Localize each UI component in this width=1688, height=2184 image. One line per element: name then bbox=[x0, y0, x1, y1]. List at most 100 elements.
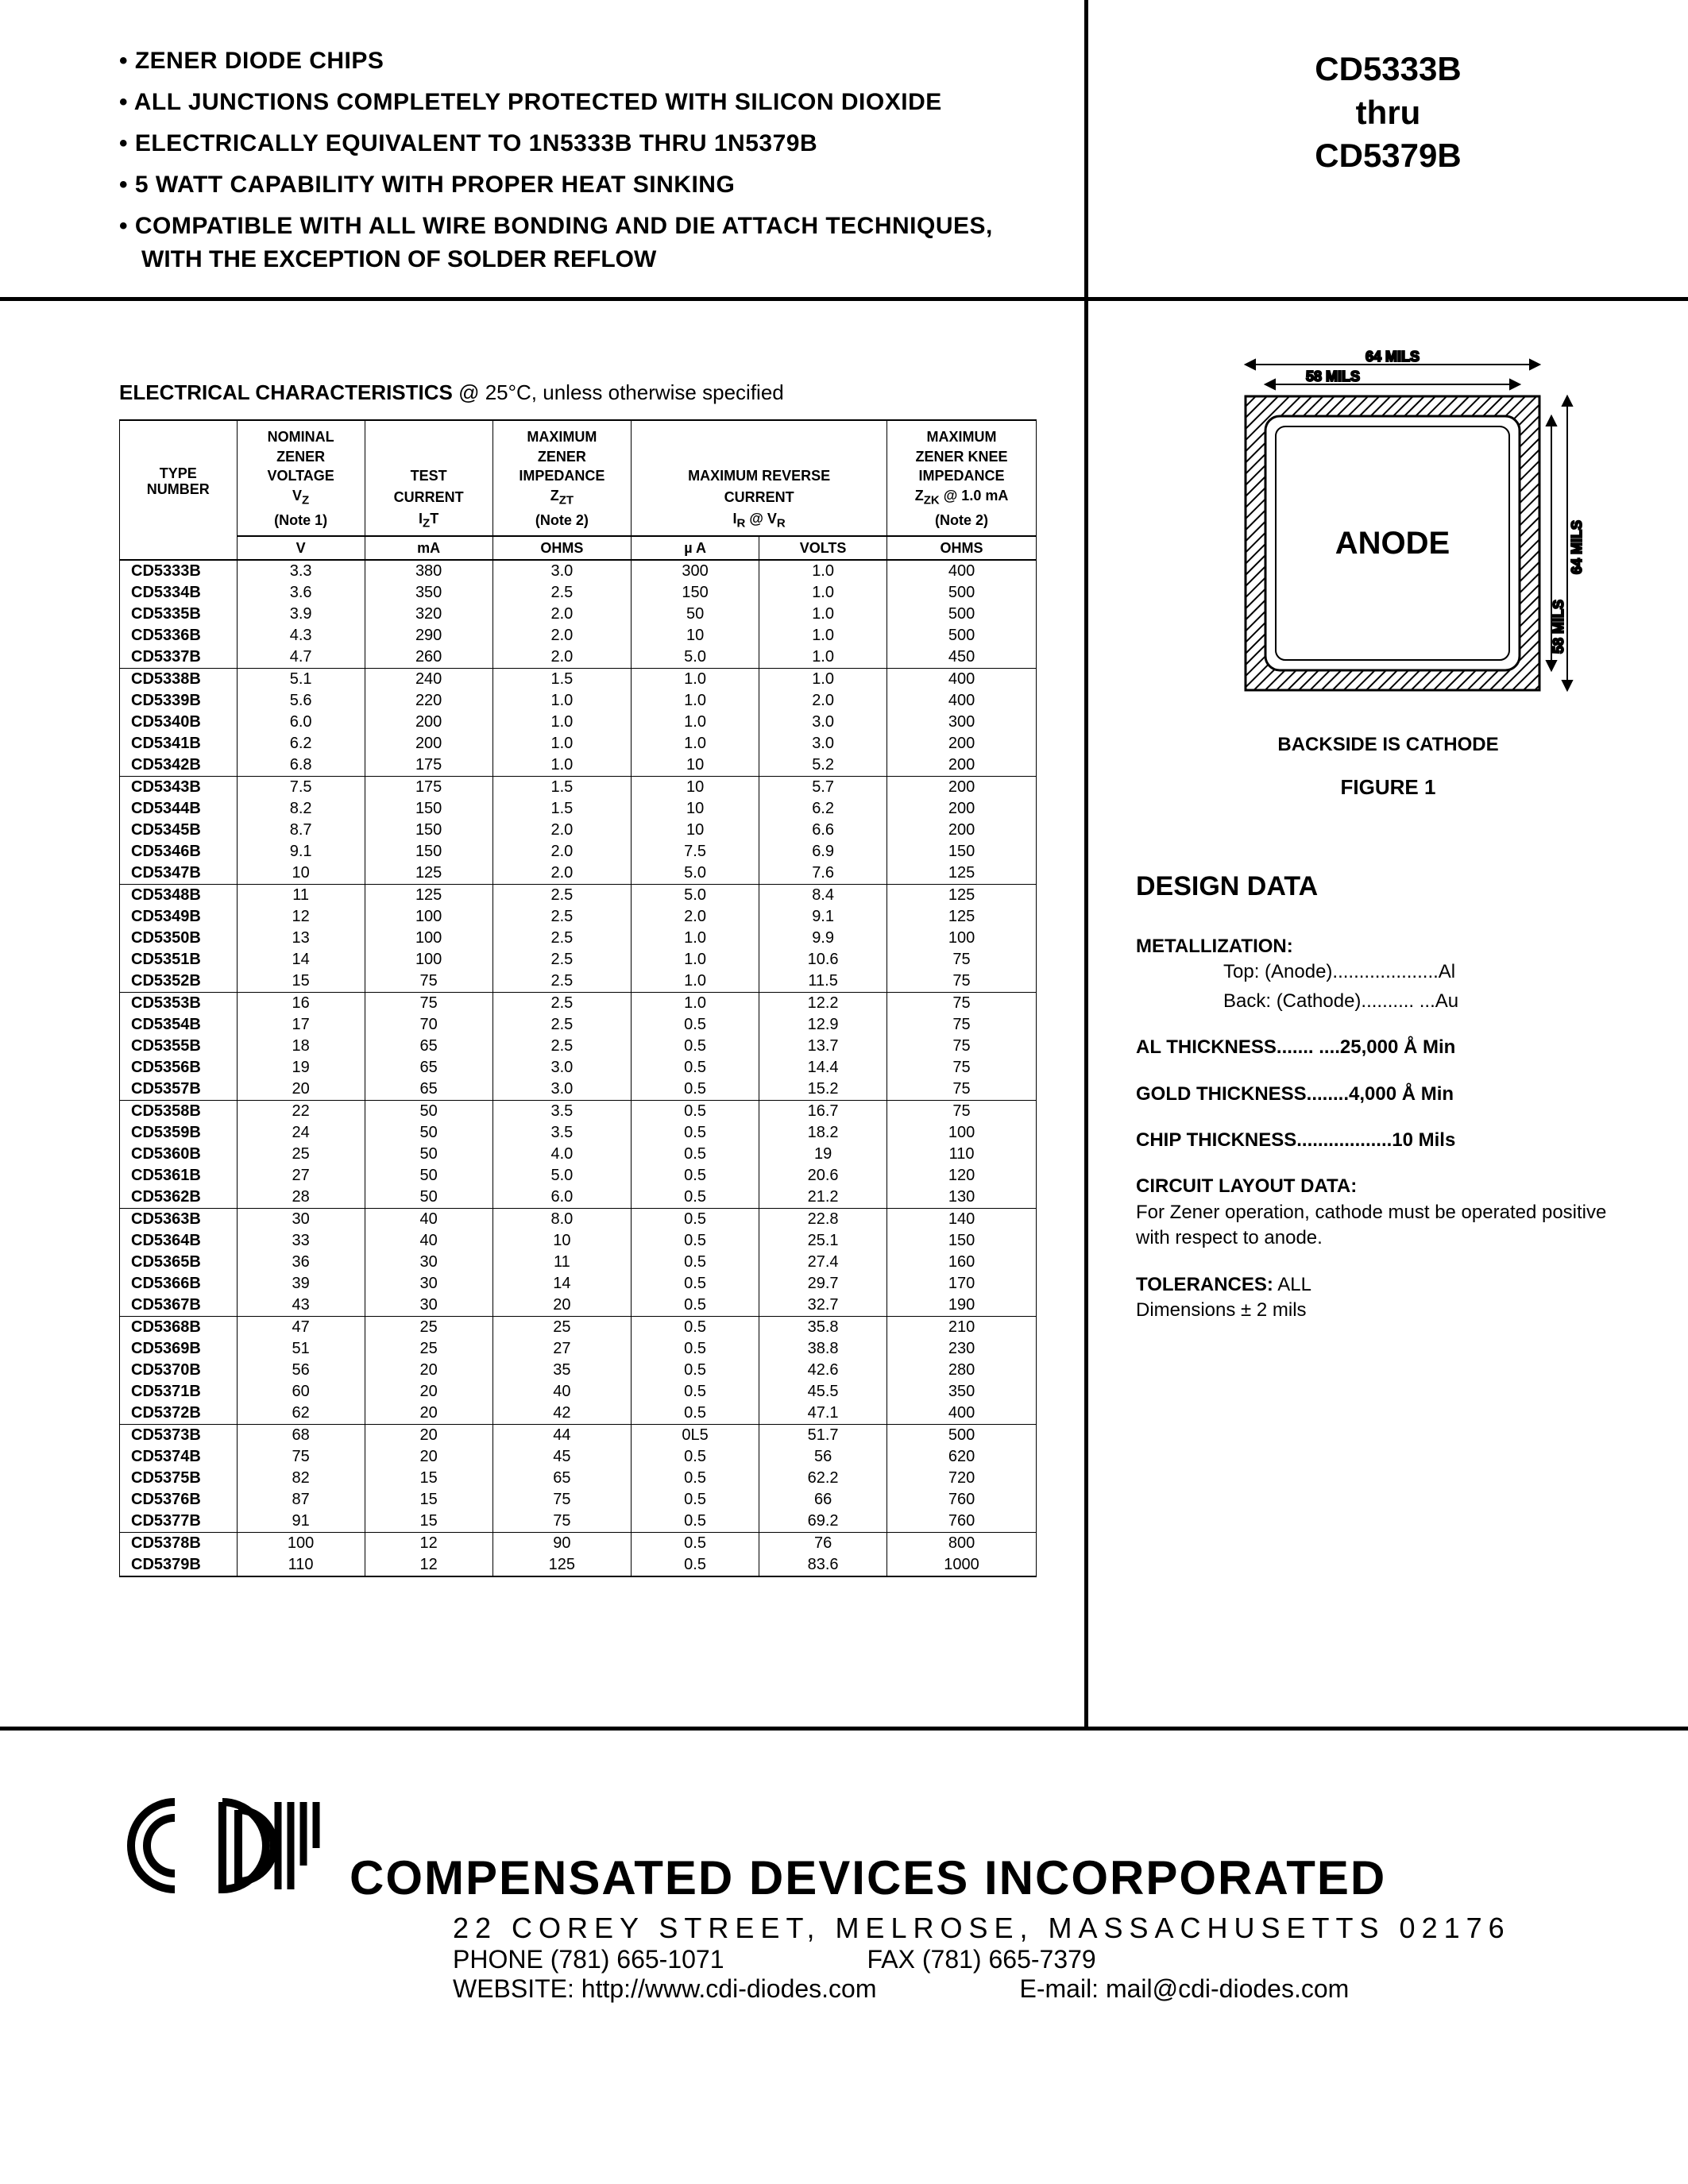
spec-value-cell: 0.5 bbox=[632, 1057, 759, 1078]
figure-number: FIGURE 1 bbox=[1136, 775, 1640, 800]
spec-value-cell: 3.9 bbox=[237, 604, 365, 625]
spec-value-cell: 3.5 bbox=[492, 1101, 631, 1123]
table-row: CD5373B6820440L551.7500 bbox=[120, 1425, 1037, 1447]
spec-value-cell: 130 bbox=[887, 1187, 1037, 1209]
spec-value-cell: 91 bbox=[237, 1511, 365, 1533]
spec-value-cell: 33 bbox=[237, 1230, 365, 1252]
part-number-cell: CD5369B bbox=[120, 1338, 238, 1360]
spec-value-cell: 30 bbox=[365, 1273, 492, 1295]
spec-value-cell: 2.5 bbox=[492, 993, 631, 1015]
spec-value-cell: 35.8 bbox=[759, 1317, 887, 1339]
spec-value-cell: 5.0 bbox=[632, 646, 759, 669]
spec-value-cell: 65 bbox=[365, 1078, 492, 1101]
spec-value-cell: 10 bbox=[632, 820, 759, 841]
dim-64-right: 64 MILS bbox=[1569, 520, 1585, 574]
spec-value-cell: 2.5 bbox=[492, 1036, 631, 1057]
spec-value-cell: 47.1 bbox=[759, 1403, 887, 1425]
spec-value-cell: 0L5 bbox=[632, 1425, 759, 1447]
spec-value-cell: 65 bbox=[365, 1036, 492, 1057]
spec-value-cell: 27 bbox=[492, 1338, 631, 1360]
spec-value-cell: 1.0 bbox=[759, 560, 887, 582]
spec-value-cell: 69.2 bbox=[759, 1511, 887, 1533]
spec-value-cell: 0.5 bbox=[632, 1209, 759, 1231]
part-number-cell: CD5379B bbox=[120, 1554, 238, 1576]
part-number-cell: CD5373B bbox=[120, 1425, 238, 1447]
table-row: CD5358B22503.50.516.775 bbox=[120, 1101, 1037, 1123]
spec-value-cell: 0.5 bbox=[632, 1317, 759, 1339]
spec-table: TYPE NUMBER NOMINAL MAXIMUM MAXIMUM ZENE… bbox=[119, 419, 1037, 1577]
spec-value-cell: 47 bbox=[237, 1317, 365, 1339]
spec-value-cell: 1.0 bbox=[492, 712, 631, 733]
spec-value-cell: 8.2 bbox=[237, 798, 365, 820]
part-number-cell: CD5356B bbox=[120, 1057, 238, 1078]
spec-table-area: ELECTRICAL CHARACTERISTICS @ 25°C, unles… bbox=[0, 301, 1084, 1727]
spec-value-cell: 5.6 bbox=[237, 690, 365, 712]
part-number-cell: CD5377B bbox=[120, 1511, 238, 1533]
spec-value-cell: 5.0 bbox=[632, 885, 759, 907]
spec-value-cell: 170 bbox=[887, 1273, 1037, 1295]
spec-value-cell: 760 bbox=[887, 1489, 1037, 1511]
spec-value-cell: 110 bbox=[237, 1554, 365, 1576]
spec-value-cell: 75 bbox=[887, 1036, 1037, 1057]
spec-value-cell: 200 bbox=[887, 754, 1037, 777]
spec-value-cell: 3.6 bbox=[237, 582, 365, 604]
spec-value-cell: 6.2 bbox=[237, 733, 365, 754]
spec-value-cell: 1.0 bbox=[632, 690, 759, 712]
spec-value-cell: 200 bbox=[887, 777, 1037, 799]
chip-diagram-svg: 64 MILS 58 MILS ANODE bbox=[1190, 349, 1587, 714]
table-row: CD5354B17702.50.512.975 bbox=[120, 1014, 1037, 1036]
spec-value-cell: 25 bbox=[237, 1144, 365, 1165]
spec-value-cell: 3.3 bbox=[237, 560, 365, 582]
chip-thickness: CHIP THICKNESS..................10 Mils bbox=[1136, 1129, 1455, 1151]
table-row: CD5339B5.62201.01.02.0400 bbox=[120, 690, 1037, 712]
spec-value-cell: 5.0 bbox=[632, 862, 759, 885]
table-row: CD5365B3630110.527.4160 bbox=[120, 1252, 1037, 1273]
spec-value-cell: 75 bbox=[887, 1078, 1037, 1101]
table-row: CD5370B5620350.542.6280 bbox=[120, 1360, 1037, 1381]
spec-value-cell: 20 bbox=[365, 1360, 492, 1381]
table-row: CD5341B6.22001.01.03.0200 bbox=[120, 733, 1037, 754]
table-row: CD5360B25504.00.519110 bbox=[120, 1144, 1037, 1165]
circuit-layout-head: CIRCUIT LAYOUT DATA: bbox=[1136, 1175, 1357, 1197]
spec-value-cell: 68 bbox=[237, 1425, 365, 1447]
table-row: CD5349B121002.52.09.1125 bbox=[120, 906, 1037, 928]
spec-value-cell: 27 bbox=[237, 1165, 365, 1187]
figure-caption: BACKSIDE IS CATHODE bbox=[1136, 734, 1640, 756]
spec-value-cell: 50 bbox=[365, 1165, 492, 1187]
spec-value-cell: 125 bbox=[492, 1554, 631, 1576]
spec-value-cell: 87 bbox=[237, 1489, 365, 1511]
part-number-cell: CD5362B bbox=[120, 1187, 238, 1209]
table-row: CD5333B3.33803.03001.0400 bbox=[120, 560, 1037, 582]
spec-value-cell: 0.5 bbox=[632, 1101, 759, 1123]
part-number-cell: CD5349B bbox=[120, 906, 238, 928]
part-number-cell: CD5354B bbox=[120, 1014, 238, 1036]
spec-value-cell: 2.5 bbox=[492, 928, 631, 949]
spec-value-cell: 12.2 bbox=[759, 993, 887, 1015]
table-row: CD5368B4725250.535.8210 bbox=[120, 1317, 1037, 1339]
anode-label: ANODE bbox=[1335, 526, 1449, 561]
spec-value-cell: 50 bbox=[365, 1122, 492, 1144]
table-row: CD5351B141002.51.010.675 bbox=[120, 949, 1037, 970]
spec-value-cell: 150 bbox=[887, 841, 1037, 862]
spec-value-cell: 15 bbox=[365, 1511, 492, 1533]
spec-value-cell: 75 bbox=[492, 1511, 631, 1533]
spec-value-cell: 0.5 bbox=[632, 1230, 759, 1252]
spec-value-cell: 6.0 bbox=[237, 712, 365, 733]
part-range-start: CD5333B bbox=[1120, 48, 1656, 91]
spec-value-cell: 20 bbox=[365, 1403, 492, 1425]
spec-value-cell: 6.8 bbox=[237, 754, 365, 777]
table-row: CD5336B4.32902.0101.0500 bbox=[120, 625, 1037, 646]
dim-58-right: 58 MILS bbox=[1551, 600, 1566, 654]
footer: COMPENSATED DEVICES INCORPORATED 22 CORE… bbox=[0, 1731, 1688, 2051]
spec-value-cell: 1.0 bbox=[632, 669, 759, 691]
spec-value-cell: 65 bbox=[492, 1468, 631, 1489]
spec-value-cell: 20 bbox=[365, 1425, 492, 1447]
spec-value-cell: 100 bbox=[237, 1533, 365, 1555]
table-row: CD5357B20653.00.515.275 bbox=[120, 1078, 1037, 1101]
spec-value-cell: 175 bbox=[365, 777, 492, 799]
spec-value-cell: 5.0 bbox=[492, 1165, 631, 1187]
spec-value-cell: 83.6 bbox=[759, 1554, 887, 1576]
part-number-cell: CD5341B bbox=[120, 733, 238, 754]
spec-value-cell: 300 bbox=[632, 560, 759, 582]
part-number-cell: CD5337B bbox=[120, 646, 238, 669]
